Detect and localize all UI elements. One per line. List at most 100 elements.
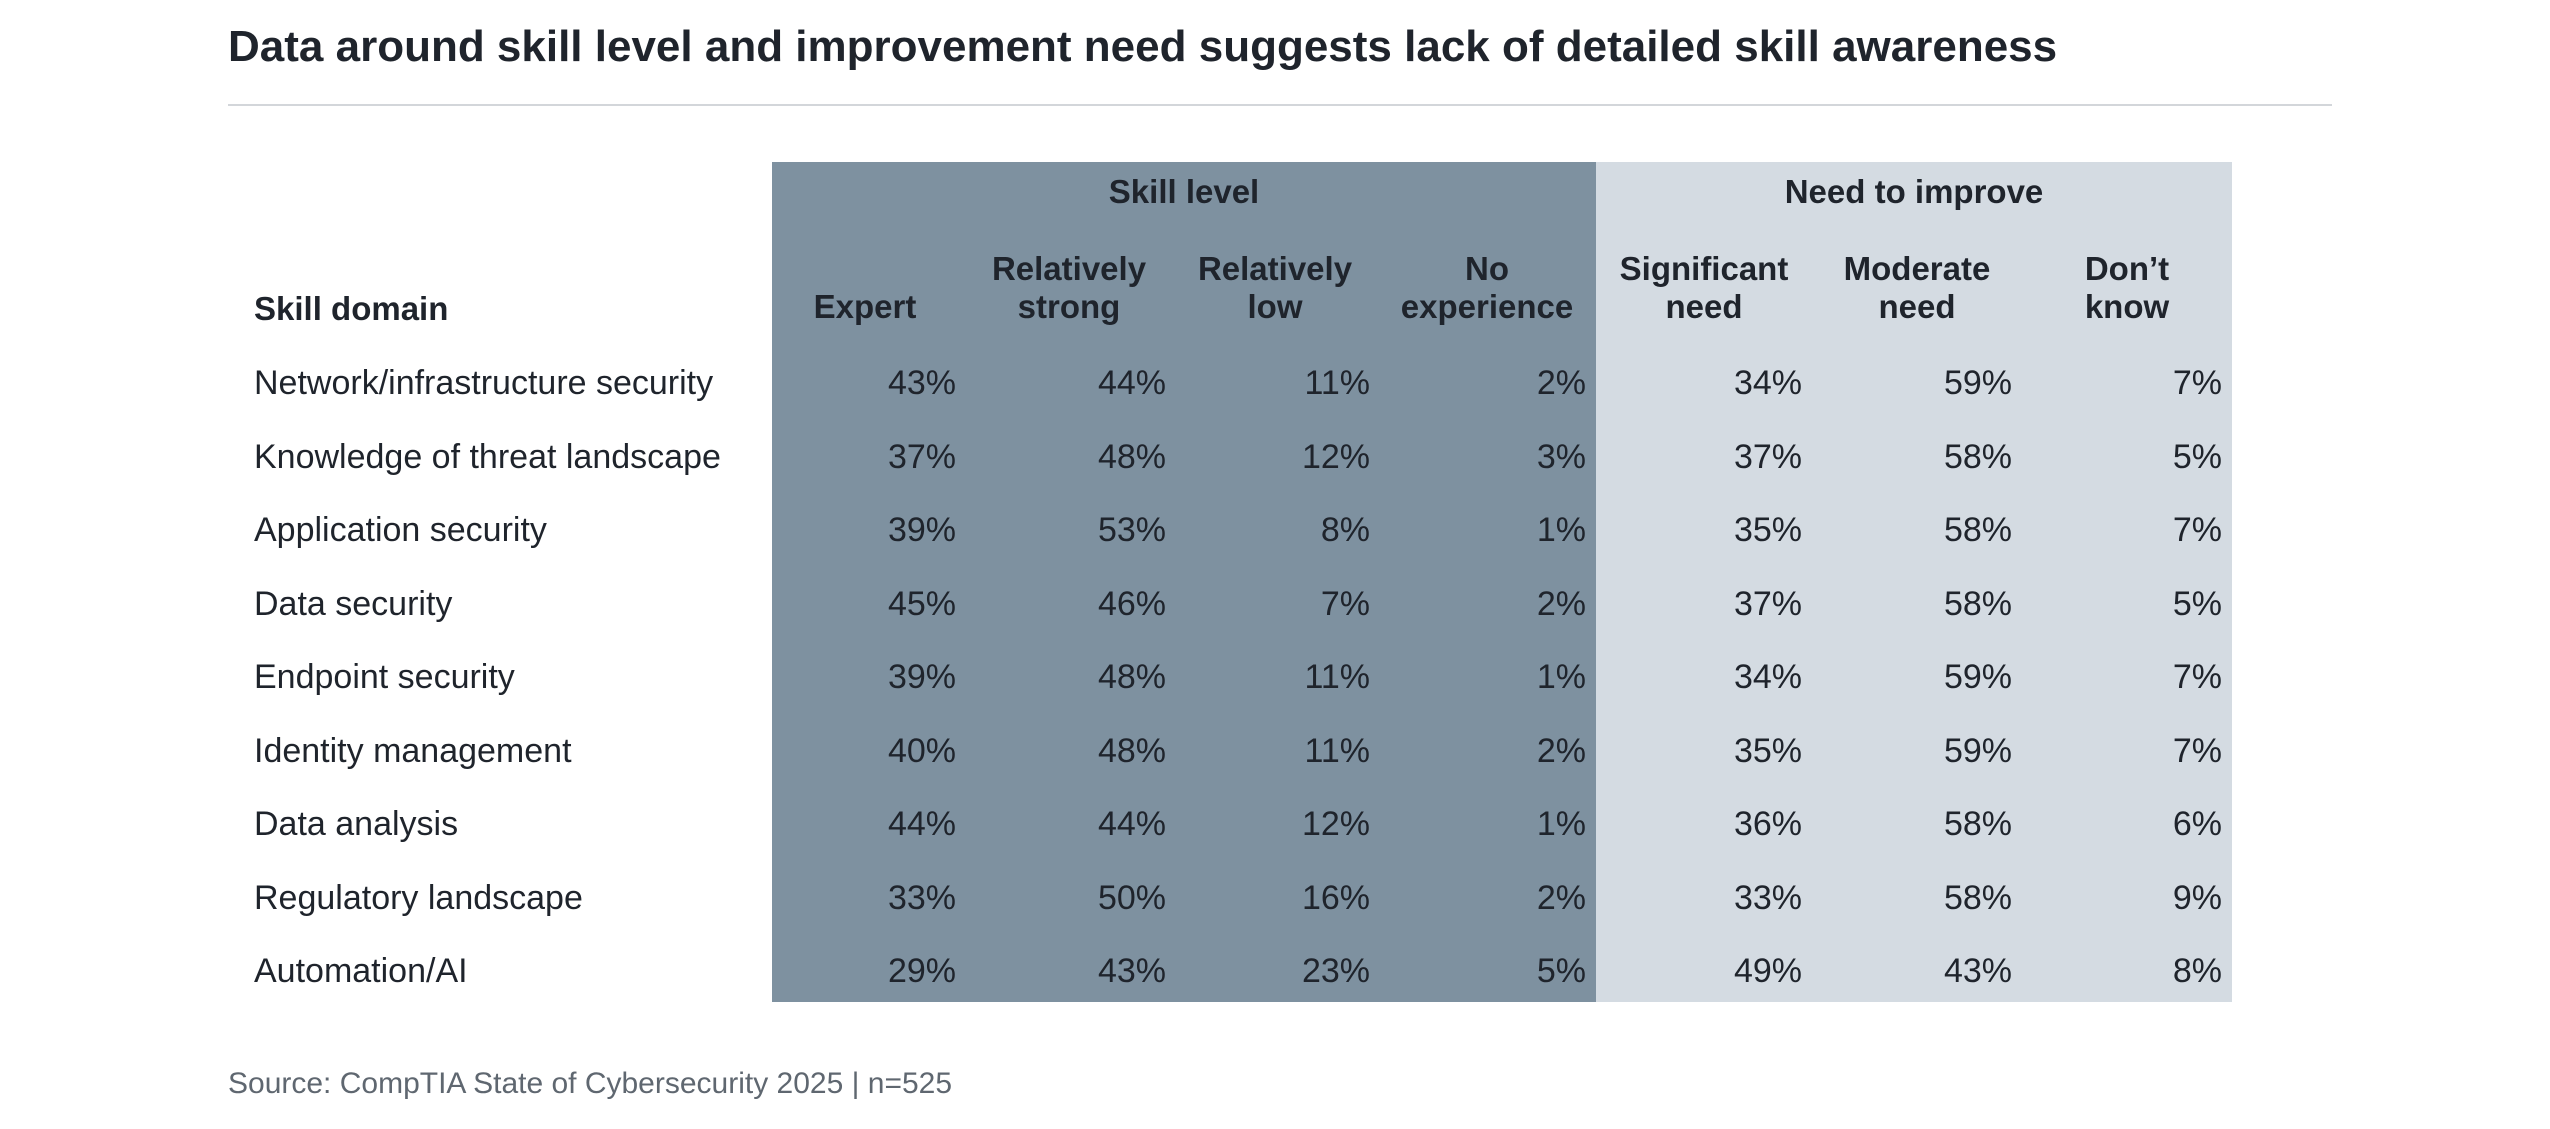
column-header-dont-know: Don’t know bbox=[2032, 250, 2222, 326]
title-divider bbox=[228, 104, 2332, 106]
cell-relatively-strong: 46% bbox=[1097, 584, 1166, 623]
column-header-line: know bbox=[2084, 288, 2170, 325]
cell-no-experience: 2% bbox=[1536, 878, 1586, 917]
cell-dont-know: 6% bbox=[2172, 805, 2222, 843]
cell-relatively-low: 11% bbox=[1304, 658, 1370, 696]
row-label: Endpoint security bbox=[254, 658, 515, 696]
cell-relatively-strong: 48% bbox=[1097, 437, 1166, 476]
cell-dont-know: 9% bbox=[2172, 878, 2222, 917]
column-header-line: No bbox=[1465, 250, 1509, 287]
cell-dont-know: 8% bbox=[2172, 952, 2222, 990]
page-title: Data around skill level and improvement … bbox=[228, 22, 2058, 71]
cell-relatively-low: 8% bbox=[1320, 511, 1370, 549]
row-label: Data security bbox=[254, 584, 453, 623]
column-header-relatively-strong: Relatively strong bbox=[974, 250, 1164, 326]
cell-expert: 39% bbox=[887, 658, 956, 696]
column-header-expert: Expert bbox=[770, 288, 960, 326]
cell-relatively-low: 11% bbox=[1304, 731, 1370, 770]
cell-relatively-strong: 53% bbox=[1097, 511, 1166, 549]
cell-dont-know: 7% bbox=[2172, 731, 2222, 770]
cell-expert: 43% bbox=[887, 364, 956, 402]
cell-relatively-strong: 48% bbox=[1097, 658, 1166, 696]
cell-expert: 33% bbox=[887, 878, 956, 917]
row-label: Network/infrastructure security bbox=[254, 364, 714, 402]
cell-no-experience: 1% bbox=[1536, 511, 1586, 549]
cell-relatively-low: 23% bbox=[1301, 952, 1370, 990]
cell-moderate-need: 58% bbox=[1943, 437, 2012, 476]
column-header-line: Don’t bbox=[2084, 250, 2170, 287]
column-header-moderate-need: Moderate need bbox=[1822, 250, 2012, 326]
row-label: Regulatory landscape bbox=[254, 878, 583, 917]
cell-significant-need: 34% bbox=[1733, 364, 1802, 402]
cell-no-experience: 2% bbox=[1536, 731, 1586, 770]
cell-dont-know: 7% bbox=[2172, 511, 2222, 549]
skill-level-band bbox=[772, 162, 1596, 1002]
cell-significant-need: 36% bbox=[1733, 805, 1802, 843]
cell-moderate-need: 58% bbox=[1943, 584, 2012, 623]
column-header-line: Relatively bbox=[1197, 250, 1353, 287]
column-header-relatively-low: Relatively low bbox=[1180, 250, 1370, 326]
cell-significant-need: 34% bbox=[1733, 658, 1802, 696]
column-header-line: experience bbox=[1400, 288, 1574, 325]
column-header-line: need bbox=[1878, 288, 1956, 325]
cell-moderate-need: 58% bbox=[1943, 805, 2012, 843]
cell-moderate-need: 43% bbox=[1943, 952, 2012, 990]
cell-expert: 37% bbox=[887, 437, 956, 476]
column-header-significant-need: Significant need bbox=[1599, 250, 1809, 326]
cell-relatively-strong: 44% bbox=[1097, 364, 1166, 402]
table-row: Identity management 40% 48% 11% 2% 35% 59% 7% bbox=[0, 714, 2550, 788]
table-row: Data analysis 44% 44% 12% 1% 36% 58% 6% bbox=[0, 787, 2550, 861]
cell-moderate-need: 58% bbox=[1943, 511, 2012, 549]
skill-domain-header: Skill domain bbox=[254, 290, 449, 327]
cell-dont-know: 5% bbox=[2172, 584, 2222, 623]
cell-relatively-low: 12% bbox=[1301, 437, 1370, 476]
cell-dont-know: 5% bbox=[2172, 437, 2222, 476]
cell-expert: 40% bbox=[887, 731, 956, 770]
cell-significant-need: 33% bbox=[1733, 878, 1802, 917]
column-header-line: Expert bbox=[813, 288, 917, 325]
cell-no-experience: 3% bbox=[1536, 437, 1586, 476]
cell-significant-need: 35% bbox=[1733, 511, 1802, 549]
cell-significant-need: 49% bbox=[1733, 952, 1802, 990]
table-row: Network/infrastructure security 43% 44% 11%… bbox=[0, 346, 2550, 420]
cell-no-experience: 2% bbox=[1536, 584, 1586, 623]
cell-dont-know: 7% bbox=[2172, 364, 2222, 402]
table-row: Knowledge of threat landscape 37% 48% 12% 3%… bbox=[0, 420, 2550, 494]
source-note: Source: CompTIA State of Cybersecurity 2… bbox=[228, 1067, 953, 1100]
table-row: Endpoint security 39% 48% 11% 1% 34% 59% 7% bbox=[0, 640, 2550, 714]
column-header-line: Relatively bbox=[991, 250, 1147, 287]
cell-significant-need: 37% bbox=[1733, 584, 1802, 623]
cell-relatively-strong: 44% bbox=[1097, 805, 1166, 843]
cell-relatively-strong: 50% bbox=[1097, 878, 1166, 917]
need-to-improve-group-header: Need to improve bbox=[1784, 173, 2044, 210]
cell-expert: 39% bbox=[887, 511, 956, 549]
row-label: Knowledge of threat landscape bbox=[254, 437, 721, 476]
table-row: Data security 45% 46% 7% 2% 37% 58% 5% bbox=[0, 567, 2550, 641]
column-header-line: Moderate bbox=[1843, 250, 1991, 287]
cell-moderate-need: 59% bbox=[1943, 731, 2012, 770]
cell-significant-need: 37% bbox=[1733, 437, 1802, 476]
need-to-improve-band bbox=[1596, 162, 2232, 1002]
cell-expert: 45% bbox=[887, 584, 956, 623]
cell-relatively-strong: 48% bbox=[1097, 731, 1166, 770]
cell-no-experience: 2% bbox=[1536, 364, 1586, 402]
cell-moderate-need: 59% bbox=[1943, 658, 2012, 696]
cell-no-experience: 1% bbox=[1536, 805, 1586, 843]
column-header-line: Significant bbox=[1619, 250, 1789, 287]
table-row: Regulatory landscape 33% 50% 16% 2% 33% 58% 9% bbox=[0, 861, 2550, 935]
cell-moderate-need: 58% bbox=[1943, 878, 2012, 917]
cell-expert: 44% bbox=[887, 805, 956, 843]
row-label: Data analysis bbox=[254, 805, 459, 843]
cell-relatively-strong: 43% bbox=[1097, 952, 1166, 990]
column-header-no-experience: No experience bbox=[1382, 250, 1592, 326]
row-label: Application security bbox=[254, 511, 547, 549]
cell-significant-need: 35% bbox=[1733, 731, 1802, 770]
column-header-line: strong bbox=[1017, 288, 1121, 325]
skill-level-group-header: Skill level bbox=[1108, 173, 1260, 210]
row-label: Automation/AI bbox=[254, 952, 468, 990]
cell-relatively-low: 11% bbox=[1304, 364, 1370, 402]
column-header-line: need bbox=[1665, 288, 1743, 325]
cell-moderate-need: 59% bbox=[1943, 364, 2012, 402]
column-header-line: low bbox=[1247, 288, 1303, 325]
cell-relatively-low: 12% bbox=[1301, 805, 1370, 843]
